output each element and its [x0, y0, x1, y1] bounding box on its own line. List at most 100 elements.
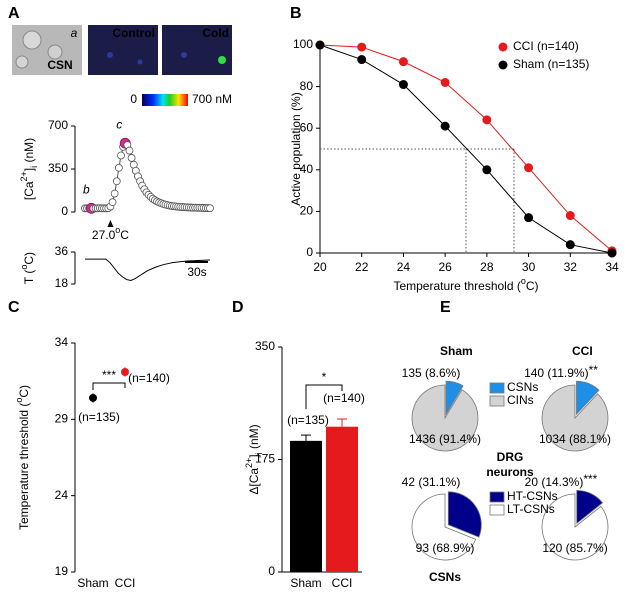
point: [565, 240, 575, 250]
slice-label: 20 (14.3%)***: [525, 472, 598, 489]
cell: [218, 56, 226, 64]
axis-title-part: o: [115, 225, 120, 235]
y-tick-label: 80: [300, 79, 314, 93]
slice-label: 140 (11.9%)**: [524, 363, 598, 380]
axis-title-part: [Ca: [22, 181, 36, 200]
pie-title: CCI: [572, 344, 593, 358]
annotation: c: [116, 117, 122, 131]
y-tick-label: 350: [48, 161, 68, 175]
axis-title-part: Δ[Ca: [247, 468, 261, 495]
slice-label-value: 20 (14.3%): [525, 475, 584, 489]
y-tick-label: 100: [293, 37, 313, 51]
axis-title-part: Temperature threshold (: [17, 403, 31, 530]
y-axis-title: Active population (%): [289, 92, 303, 205]
y-tick-label: 0: [306, 245, 313, 259]
trace: [85, 258, 211, 281]
group-label: neurons: [486, 465, 534, 479]
pie-slice: [411, 384, 479, 452]
group-label: CSNs: [429, 570, 461, 584]
point: [398, 80, 408, 90]
bar: [326, 426, 358, 572]
x-tick-label: Sham: [290, 576, 321, 590]
n-label: (n=140): [323, 391, 365, 405]
y-tick-label: 18: [55, 276, 69, 290]
y-tick-label: 700: [48, 118, 68, 132]
axis-title-part: 2+: [244, 458, 254, 468]
x-tick-label: CCI: [115, 576, 136, 590]
panel-letter: E: [440, 299, 451, 316]
legend-label: CINs: [507, 393, 534, 407]
axis-title-part: o: [19, 265, 29, 270]
point: [114, 163, 123, 172]
legend-label: CSNs: [507, 380, 538, 394]
y-axis-title: Temperature threshold (oC): [14, 385, 31, 530]
point: [607, 248, 617, 258]
point: [89, 393, 97, 402]
legend-marker: [498, 60, 508, 70]
legend-swatch: [489, 395, 505, 407]
series-line: [319, 44, 613, 254]
n-label: (n=135): [78, 410, 120, 424]
slice-label: 42 (31.1%): [402, 475, 461, 489]
cell: [22, 30, 42, 50]
x-tick-label: CCI: [332, 576, 353, 590]
point: [206, 204, 214, 213]
cold-image: [162, 25, 232, 75]
point: [440, 121, 450, 131]
legend-label: CCI (n=140): [513, 39, 579, 53]
annotation: b: [83, 182, 90, 196]
cell: [181, 52, 187, 58]
significance: ***: [583, 472, 597, 486]
point: [482, 165, 492, 175]
point: [482, 115, 492, 125]
cell: [137, 59, 143, 65]
pie-slice: [447, 491, 482, 538]
point: [357, 55, 367, 65]
y-tick-label: 175: [255, 452, 275, 466]
slice-label: 1436 (91.4%): [409, 432, 481, 446]
legend-swatch: [489, 504, 505, 516]
axis-title-part: o: [521, 276, 526, 286]
scale-bar-label: 30s: [187, 265, 206, 279]
slice-label: 135 (8.6%): [402, 366, 461, 380]
cell: [15, 55, 29, 69]
y-tick-label: 350: [255, 339, 275, 353]
stimulus-label: 27.0oC: [92, 225, 129, 242]
point: [315, 40, 325, 50]
point: [524, 213, 534, 223]
point: [125, 146, 134, 155]
point: [117, 151, 125, 160]
point: [440, 77, 450, 87]
point: [357, 42, 367, 52]
significance: **: [589, 363, 599, 377]
x-tick-label: 32: [564, 260, 578, 274]
y-tick-label: 20: [300, 204, 314, 218]
n-label: (n=135): [287, 413, 329, 427]
slice-label-value: 135 (8.6%): [402, 366, 461, 380]
axis-title-part: C): [22, 252, 36, 265]
series-line: [319, 44, 613, 252]
axis-title-part: T (: [22, 270, 36, 284]
x-axis-title: Temperature threshold (oC): [393, 276, 538, 293]
y-axis-title: T (oC): [19, 252, 36, 284]
image-label: Control: [112, 26, 155, 40]
point: [127, 154, 136, 162]
legend-label: Sham (n=135): [513, 57, 589, 71]
image-label: CSN: [47, 58, 72, 72]
axis-title-part: Temperature threshold (: [393, 279, 520, 293]
axis-title-part: ]: [247, 454, 261, 457]
legend-label: LT-CSNs: [507, 502, 555, 516]
image-label: Cold: [202, 26, 229, 40]
point: [565, 211, 575, 221]
y-tick-label: 34: [55, 335, 69, 349]
legend-swatch: [489, 382, 505, 394]
stimulus-arrow: [107, 220, 114, 227]
x-tick-label: 22: [355, 260, 369, 274]
y-tick-label: 40: [300, 162, 314, 176]
slice-label: 93 (68.9%): [416, 541, 475, 555]
y-tick-label: 60: [300, 120, 314, 134]
axis-title-part: i: [254, 452, 264, 454]
significance: ***: [102, 368, 116, 382]
slice-label: 1034 (88.1%): [539, 432, 611, 446]
control-image: [88, 25, 158, 75]
